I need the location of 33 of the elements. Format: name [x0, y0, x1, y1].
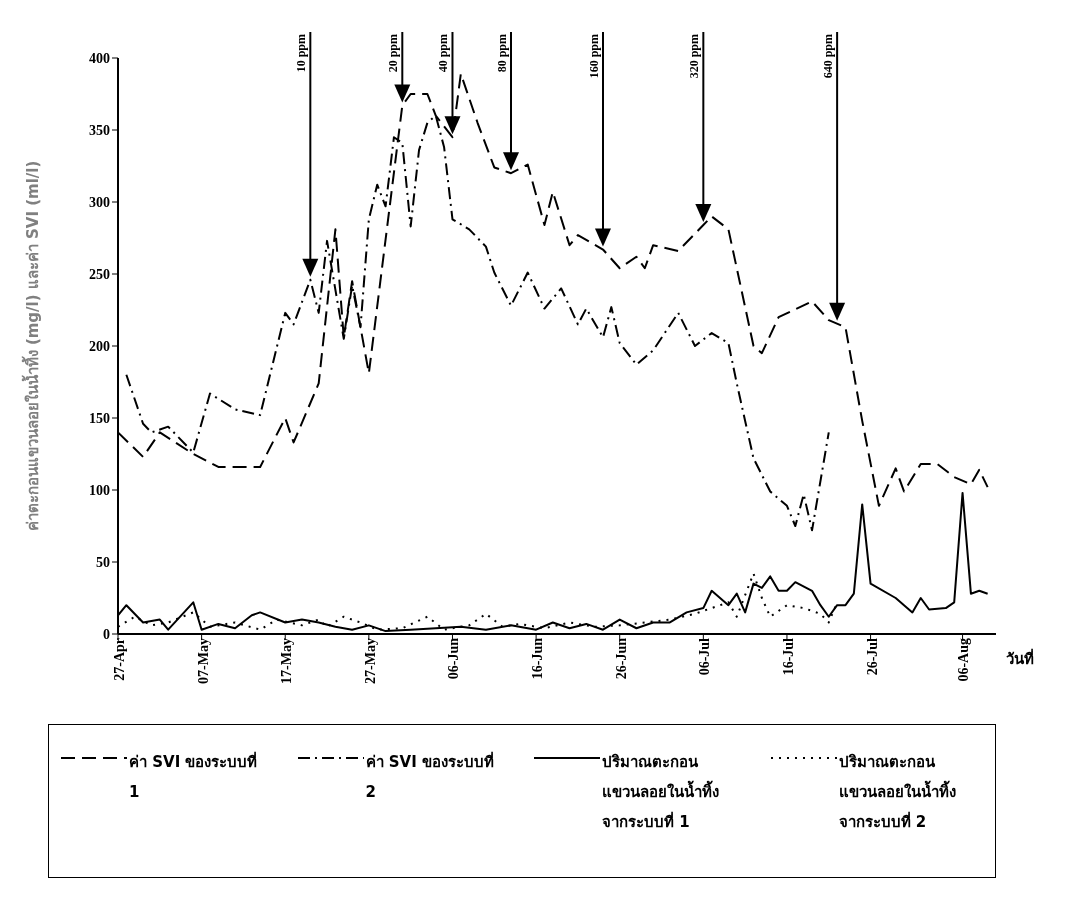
y-tick-label: 0 [103, 626, 110, 642]
ref-line-label: 10 ppm [294, 34, 309, 73]
x-tick-label: 27-Apr [111, 638, 127, 681]
legend-label: ปริมาณตะกอนแขวนลอยในน้ำทิ้งจากระบบที่ 2 [838, 752, 957, 833]
x-axis-title: วันที่ [1006, 648, 1034, 668]
legend-label: ค่า SVI ของระบบที่ 1 [129, 750, 259, 803]
x-tick-label: 06-Jul [697, 637, 713, 676]
x-tick-label: 26-Jun [613, 637, 629, 680]
x-tick-label: 06-Jun [446, 637, 462, 680]
y-tick-label: 50 [96, 554, 110, 570]
x-tick-label: 26-Jul [864, 637, 880, 676]
ref-line-label: 640 ppm [821, 34, 836, 79]
y-tick-label: 300 [89, 194, 110, 210]
x-tick-label: 16-Jun [530, 637, 546, 680]
y-axis-title: ค่าตะกอนแขวนลอยในน้ำทิ้ง (mg/l) และค่า SVI (ml/l) [21, 160, 43, 532]
ref-line-label: 20 ppm [386, 34, 401, 73]
y-tick-label: 400 [89, 50, 110, 66]
x-tick-label: 17-May [279, 638, 295, 684]
x-tick-label: 16-Jul [780, 637, 796, 676]
x-tick-label: 27-May [362, 638, 378, 684]
x-tick-label: 06-Aug [956, 638, 972, 682]
ref-line-label: 320 ppm [687, 34, 702, 79]
y-tick-label: 350 [89, 122, 110, 138]
ref-line-label: 80 ppm [495, 34, 510, 73]
ref-line-label: 160 ppm [586, 34, 601, 79]
legend-label: ปริมาณตะกอนแขวนลอยในน้ำทิ้งจากระบบที่ 1 [602, 752, 720, 833]
legend-label: ค่า SVI ของระบบที่ 2 [365, 750, 495, 803]
y-tick-label: 200 [89, 338, 110, 354]
y-tick-label: 150 [89, 410, 110, 426]
ref-line-label: 40 ppm [436, 34, 451, 73]
x-tick-label: 07-May [195, 638, 211, 684]
y-tick-label: 250 [89, 266, 110, 282]
y-tick-label: 100 [89, 482, 110, 498]
